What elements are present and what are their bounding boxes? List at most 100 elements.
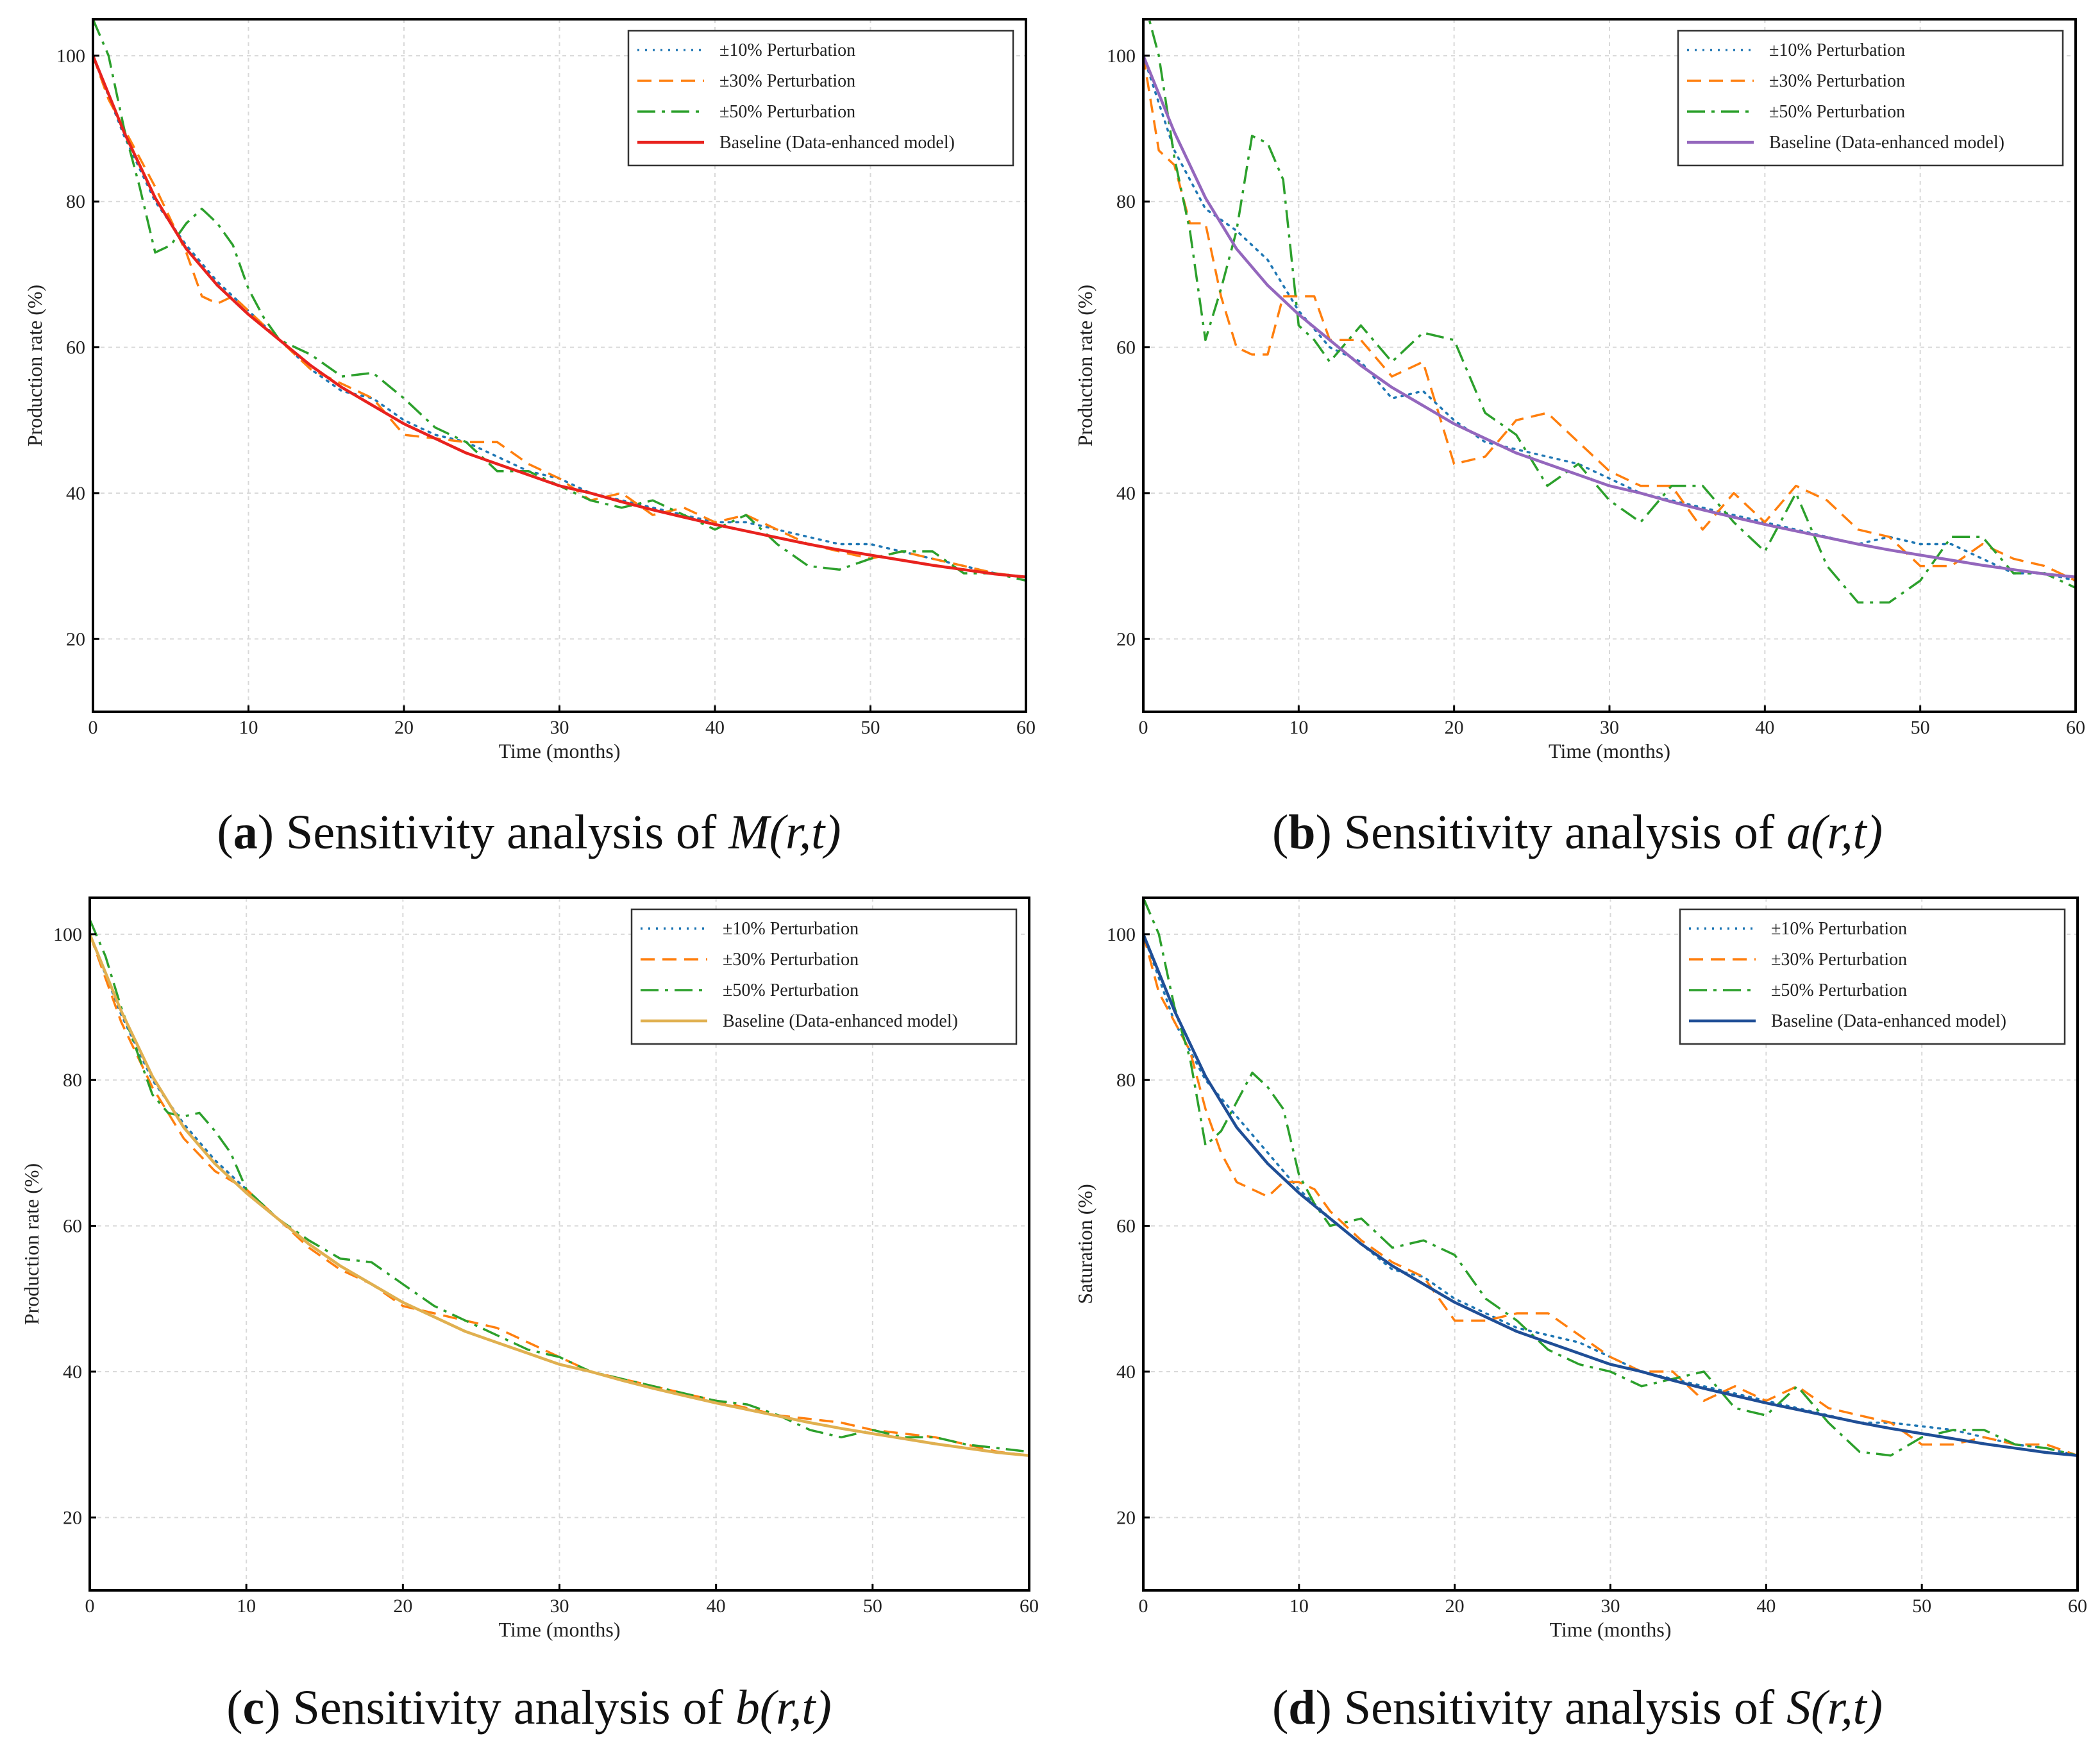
y-tick-label: 100: [53, 924, 82, 945]
y-tick-label: 60: [1116, 337, 1136, 358]
legend-box: [627, 29, 1014, 167]
y-tick-label: 40: [1116, 483, 1136, 504]
series-line-pert10: [1143, 55, 2076, 582]
y-tick-label: 100: [1107, 46, 1136, 67]
x-tick-label: 20: [394, 717, 414, 738]
y-axis-label: Saturation (%): [1073, 1184, 1096, 1304]
series-line-pert50: [93, 19, 1026, 582]
x-tick-label: 60: [1020, 1595, 1039, 1617]
caption-letter: d: [1288, 1681, 1316, 1735]
legend-label: ±50% Perturbation: [1769, 102, 1905, 122]
caption-text: Sensitivity analysis of: [1343, 1681, 1787, 1735]
legend: ±10% Perturbation ±30% Perturbation ±50% P…: [1677, 29, 2064, 167]
caption-b: (b) Sensitivity analysis of a(r,t): [1272, 805, 1883, 859]
legend: ±10% Perturbation ±30% Perturbation ±50% P…: [1679, 908, 2066, 1045]
series-line-baseline: [1143, 55, 2076, 578]
x-tick-label: 20: [1445, 1595, 1465, 1617]
caption-text: Sensitivity analysis of: [292, 1681, 735, 1735]
y-tick-label: 40: [1116, 1361, 1136, 1383]
caption-text: Sensitivity analysis of: [1343, 805, 1787, 859]
y-tick-label: 20: [1116, 628, 1136, 650]
y-axis-label: Production rate (%): [20, 1163, 43, 1325]
caption-text: Sensitivity analysis of: [286, 805, 729, 859]
x-tick-label: 60: [2066, 717, 2085, 738]
legend-label: ±30% Perturbation: [1771, 950, 1907, 970]
series-group: [93, 19, 1026, 582]
legend-label: ±10% Perturbation: [719, 40, 855, 60]
caption-func: a: [1786, 805, 1811, 859]
legend-label: Baseline (Data-enhanced model): [723, 1011, 958, 1031]
caption-func: S: [1786, 1681, 1811, 1735]
x-tick-label: 30: [1600, 717, 1619, 738]
x-tick-label: 0: [88, 717, 98, 738]
x-axis-label: Time (months): [1550, 1618, 1672, 1641]
series-line-pert30: [1143, 55, 2076, 582]
series-line-pert50: [90, 919, 1029, 1453]
caption-letter: b: [1288, 805, 1316, 859]
series-line-baseline: [90, 933, 1029, 1457]
y-tick-label: 60: [1116, 1216, 1136, 1237]
legend-label: Baseline (Data-enhanced model): [1771, 1011, 2006, 1031]
caption-func: b: [735, 1681, 760, 1735]
y-axis-label: Production rate (%): [1073, 285, 1096, 446]
series-line-pert30: [1143, 934, 2078, 1457]
legend-label: ±30% Perturbation: [719, 71, 855, 91]
x-tick-label: 60: [2068, 1595, 2087, 1617]
x-tick-label: 10: [1289, 717, 1308, 738]
series-group: [1143, 19, 2076, 604]
x-tick-label: 50: [1912, 1595, 1931, 1617]
x-axis-label: Time (months): [499, 1618, 621, 1641]
x-tick-label: 30: [550, 1595, 569, 1617]
x-axis-label: Time (months): [499, 739, 621, 762]
caption-args: (r,t): [769, 805, 841, 859]
x-tick-label: 60: [1016, 717, 1036, 738]
chart-panel-d: 0 10 20 30 40 50 60 20 40 60 80 100 Time (months) Sat…: [1073, 896, 2087, 1641]
series-group: [90, 919, 1029, 1457]
caption-c: (c) Sensitivity analysis of b(r,t): [226, 1681, 832, 1735]
y-tick-label: 40: [63, 1361, 82, 1383]
chart-panel-c: 0 10 20 30 40 50 60 20 40 60 80 100 Time (months) Pro…: [20, 896, 1039, 1641]
series-line-baseline: [93, 55, 1026, 578]
legend-label: ±30% Perturbation: [1769, 71, 1905, 91]
y-tick-label: 20: [66, 628, 85, 650]
x-tick-label: 40: [705, 717, 725, 738]
x-tick-label: 50: [863, 1595, 882, 1617]
caption-a: (a) Sensitivity analysis of M(r,t): [217, 805, 841, 859]
legend-label: ±10% Perturbation: [1771, 919, 1907, 939]
y-tick-label: 80: [1116, 1070, 1136, 1091]
legend: ±10% Perturbation ±30% Perturbation ±50% P…: [630, 908, 1018, 1045]
legend-label: ±50% Perturbation: [719, 102, 855, 122]
x-tick-label: 10: [239, 717, 258, 738]
y-tick-label: 100: [56, 46, 85, 67]
y-tick-label: 60: [63, 1216, 82, 1237]
chart-panel-a: 0 10 20 30 40 50 60 20 40 60 80 100 Time (months) Pro…: [23, 18, 1036, 762]
series-line-baseline: [1143, 933, 2078, 1457]
x-tick-label: 40: [707, 1595, 726, 1617]
legend-label: ±10% Perturbation: [723, 919, 859, 939]
y-tick-label: 80: [66, 191, 85, 212]
x-tick-label: 0: [85, 1595, 95, 1617]
x-tick-label: 30: [1601, 1595, 1620, 1617]
x-tick-label: 10: [1289, 1595, 1309, 1617]
legend-label: ±10% Perturbation: [1769, 40, 1905, 60]
y-tick-label: 40: [66, 483, 85, 504]
series-line-pert30: [93, 55, 1026, 578]
x-tick-label: 20: [393, 1595, 412, 1617]
caption-args: (r,t): [1811, 805, 1883, 859]
legend: ±10% Perturbation ±30% Perturbation ±50% P…: [627, 29, 1014, 167]
caption-args: (r,t): [1811, 1681, 1883, 1735]
y-axis-label: Production rate (%): [23, 285, 46, 446]
y-tick-label: 100: [1107, 924, 1136, 945]
caption-d: (d) Sensitivity analysis of S(r,t): [1272, 1681, 1883, 1735]
x-tick-label: 30: [550, 717, 569, 738]
x-tick-label: 0: [1139, 717, 1148, 738]
series-line-pert50: [1143, 898, 2078, 1457]
y-tick-label: 20: [1116, 1507, 1136, 1528]
x-tick-label: 50: [1911, 717, 1930, 738]
y-tick-label: 60: [66, 337, 85, 358]
series-line-pert50: [1148, 19, 2076, 604]
chart-panel-b: 0 10 20 30 40 50 60 20 40 60 80 100 Time (months) Pro…: [1073, 18, 2085, 762]
legend-label: Baseline (Data-enhanced model): [1769, 133, 2004, 153]
caption-func: M: [728, 805, 769, 859]
